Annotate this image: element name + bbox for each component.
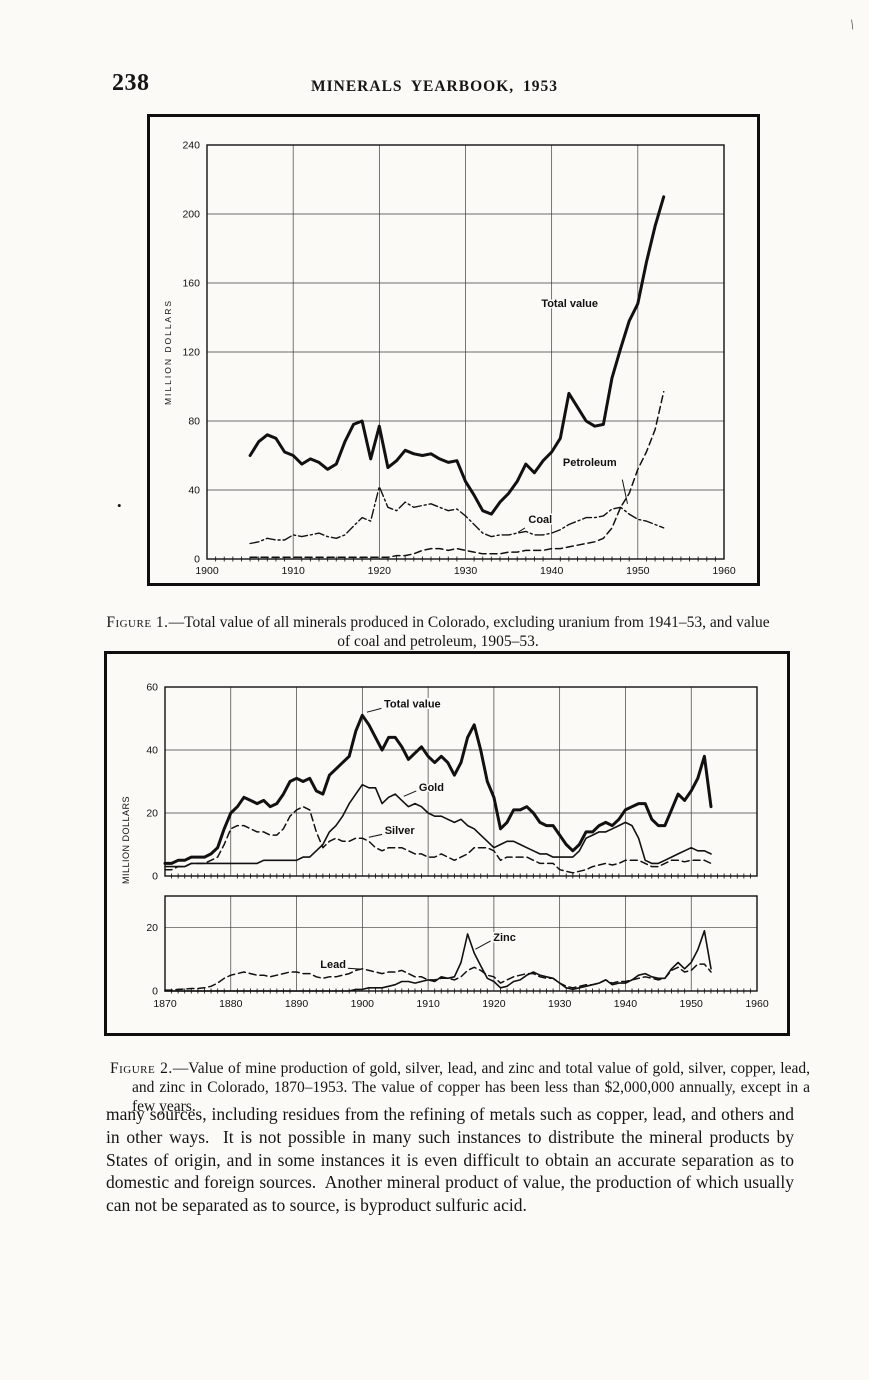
annotation-leader [403, 790, 417, 797]
figure2-caption-label: Figure 2. [110, 1059, 173, 1077]
y-tick-label: 40 [146, 745, 158, 757]
series-label: Petroleum [563, 457, 617, 469]
annotation-leader [347, 967, 362, 970]
series-label: Lead [320, 959, 346, 971]
x-tick-label: 1960 [712, 565, 736, 577]
series-label: Gold [419, 782, 444, 794]
x-tick-label: 1920 [368, 565, 392, 577]
x-tick-label: 1930 [548, 998, 572, 1010]
x-tick-label: 1960 [745, 998, 769, 1010]
figure1-box: 1900 1910 1920 1930 1940 1950 1960 0 40 80 120 160 2… [147, 114, 760, 586]
series-label: Coal [528, 514, 552, 526]
x-tick-label: 1950 [680, 998, 704, 1010]
figure2-chart: 0 20 40 60 Total value Gold Silver MILLION DOLL… [121, 682, 769, 1011]
x-tick-label: 1930 [454, 565, 478, 577]
series-label: Total value [541, 298, 598, 310]
series-label: Silver [385, 825, 416, 837]
annotation-leader [517, 527, 526, 533]
y-tick-label: 80 [188, 416, 200, 428]
page-header-title: MINERALS YEARBOOK, 1953 [310, 78, 559, 95]
figure2-caption-text: —Value of mine production of gold, silve… [132, 1059, 810, 1115]
y-axis-title: MILLION DOLLARS [121, 796, 131, 884]
annotation-leader [621, 479, 628, 504]
y-tick-label: 0 [152, 986, 158, 998]
y-tick-label: 40 [188, 485, 200, 497]
y-tick-label: 20 [146, 922, 158, 934]
figure2-box: 0 20 40 60 Total value Gold Silver MILLION DOLL… [104, 651, 790, 1036]
y-tick-label: 240 [182, 140, 200, 152]
annotation-leader [368, 833, 383, 838]
x-tick-label: 1880 [219, 998, 243, 1010]
series-line-petroleum [249, 390, 665, 559]
body-paragraph: many sources, including residues from th… [106, 1104, 799, 1215]
x-tick-label: 1940 [540, 565, 564, 577]
x-tick-label: 1890 [285, 998, 309, 1010]
figure1-caption-label: Figure 1. [106, 613, 169, 631]
y-tick-label: 120 [182, 347, 200, 359]
series-line-coal [249, 485, 665, 545]
y-tick-label: 20 [146, 808, 158, 820]
scan-mark-dot: • [117, 498, 122, 513]
plot-frame [164, 686, 758, 877]
y-axis-title: MILLION DOLLARS [163, 299, 173, 405]
series-line-zinc [164, 929, 712, 992]
x-tick-label: 1900 [195, 565, 219, 577]
plot-frame [164, 895, 758, 992]
annotation-leader [475, 940, 491, 950]
series-line-gold [164, 783, 712, 868]
plot-frame [206, 144, 725, 560]
series-line-lead [164, 963, 712, 991]
page-number: 238 [112, 70, 150, 96]
y-tick-label: 0 [194, 554, 200, 566]
figure1-caption-text: —Total value of all minerals produced in… [168, 613, 770, 650]
x-tick-label: 1910 [416, 998, 440, 1010]
y-tick-label: 0 [152, 871, 158, 883]
x-tick-label: 1920 [482, 998, 506, 1010]
figure2-caption: Figure 2.—Value of mine production of go… [110, 1059, 810, 1117]
y-tick-label: 200 [182, 209, 200, 221]
figure1-chart: 1900 1910 1920 1930 1940 1950 1960 0 40 80 120 160 2… [163, 140, 736, 578]
series-label: Zinc [493, 932, 516, 944]
series-line-total-value [163, 713, 713, 865]
series-line-total-value [248, 195, 666, 516]
y-tick-label: 160 [182, 278, 200, 290]
scan-mark-corner: \ [848, 17, 856, 34]
x-tick-label: 1950 [626, 565, 650, 577]
x-tick-label: 1940 [614, 998, 638, 1010]
x-tick-label: 1910 [281, 565, 305, 577]
figure1-caption: Figure 1.—Total value of all minerals pr… [100, 613, 776, 651]
series-line-silver [164, 805, 712, 874]
x-tick-label: 1870 [153, 998, 177, 1010]
annotation-leader [366, 707, 382, 713]
x-tick-label: 1900 [351, 998, 375, 1010]
series-label: Total value [384, 698, 441, 710]
y-tick-label: 60 [146, 682, 158, 694]
